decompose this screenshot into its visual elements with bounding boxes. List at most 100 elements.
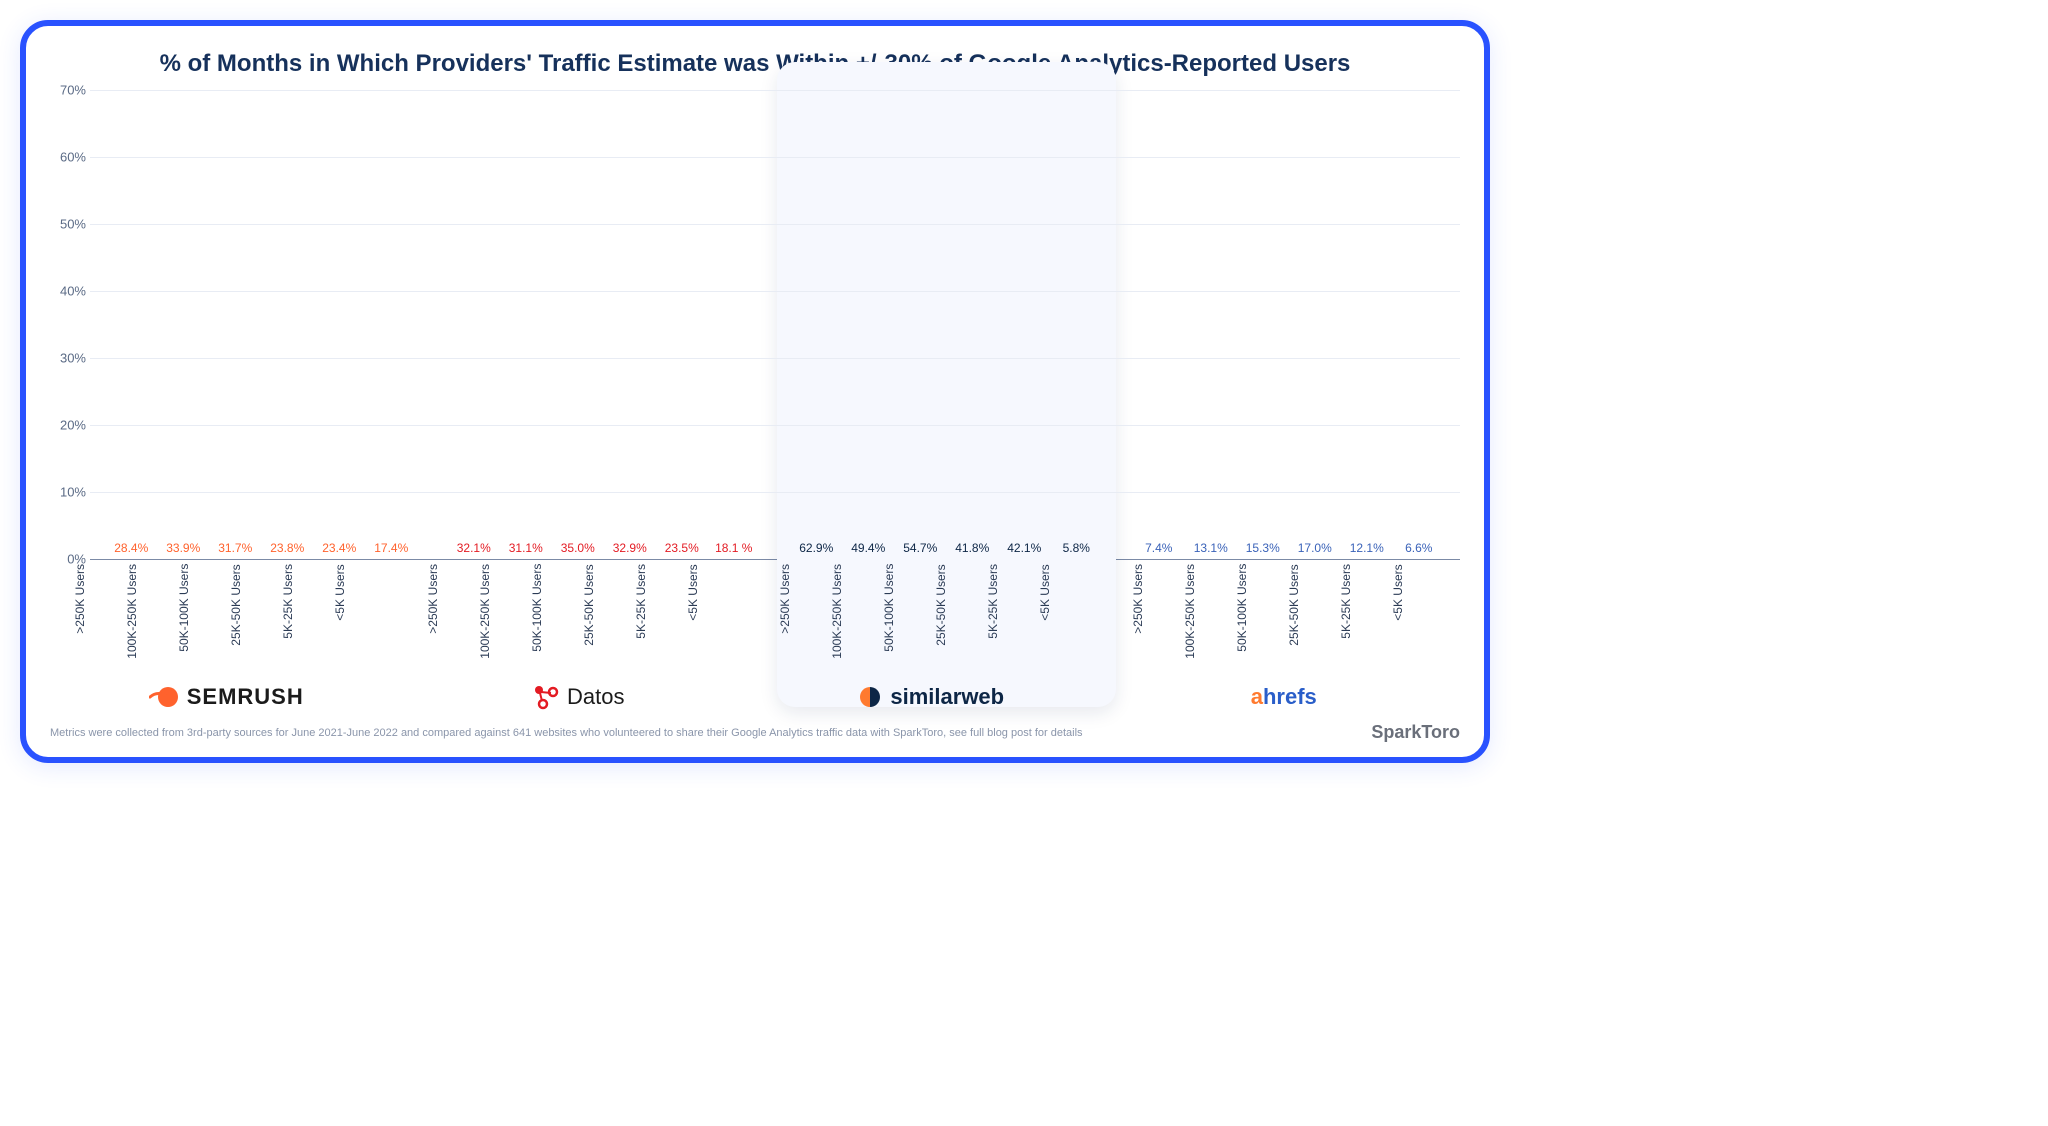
category-label-group: >250K Users100K-250K Users50K-100K Users… [1108,564,1461,659]
category-label: 5K-25K Users [1339,564,1385,659]
gridline [90,358,1460,359]
bar: 42.1% [1001,541,1047,559]
bar: 18.1 % [711,541,757,559]
bar: 5.8% [1053,541,1099,559]
bar-groups: 28.4% 33.9% 31.7% 23.8% 23.4% 17.4% 32.1% 31.1%… [90,90,1460,559]
category-label: 25K-50K Users [1287,564,1333,659]
bar: 49.4% [845,541,891,559]
bar-value-label: 23.4% [322,541,356,555]
bar-value-label: 41.8% [955,541,989,555]
datos-icon [533,684,559,710]
category-label: <5K Users [686,564,732,659]
y-axis-label: 30% [50,351,86,366]
bar-value-label: 7.4% [1145,541,1172,555]
bar: 13.1% [1188,541,1234,559]
gridline [90,291,1460,292]
category-label: 25K-50K Users [229,564,275,659]
bar: 12.1% [1344,541,1390,559]
category-label: 100K-250K Users [1183,564,1229,659]
bar-value-label: 12.1% [1350,541,1384,555]
bar-group: 62.9% 49.4% 54.7% 41.8% 42.1% 5.8% [775,90,1118,559]
footnote-text: Metrics were collected from 3rd-party so… [50,727,1351,739]
bar: 62.9% [793,541,839,559]
provider-label: similarweb [755,684,1108,710]
category-label: 50K-100K Users [1235,564,1281,659]
bar: 31.7% [212,541,258,559]
bar-value-label: 17.4% [374,541,408,555]
bar: 7.4% [1136,541,1182,559]
bar-value-label: 6.6% [1405,541,1432,555]
bar: 23.4% [316,541,362,559]
gridline [90,157,1460,158]
bar: 17.0% [1292,541,1338,559]
chart-frame: % of Months in Which Providers' Traffic … [20,20,1490,763]
bar-value-label: 32.9% [613,541,647,555]
attribution-label: SparkToro [1371,722,1460,743]
category-label: 50K-100K Users [530,564,576,659]
category-label: >250K Users [426,564,472,659]
similarweb-icon [858,685,882,709]
provider-labels-row: SEMRUSH Datos similarweb ahrefs [50,684,1460,710]
y-axis-label: 20% [50,418,86,433]
bar-value-label: 42.1% [1007,541,1041,555]
footer: Metrics were collected from 3rd-party so… [50,722,1460,743]
y-axis-label: 60% [50,150,86,165]
bar: 33.9% [160,541,206,559]
category-label: >250K Users [778,564,824,659]
provider-name: SEMRUSH [187,684,304,710]
category-labels-row: >250K Users100K-250K Users50K-100K Users… [50,564,1460,659]
category-label: 25K-50K Users [582,564,628,659]
bar-value-label: 35.0% [561,541,595,555]
bar: 28.4% [108,541,154,559]
gridline [90,224,1460,225]
y-axis-label: 50% [50,217,86,232]
bar-group: 7.4% 13.1% 15.3% 17.0% 12.1% 6.6% [1118,90,1461,559]
bar: 17.4% [368,541,414,559]
bar: 41.8% [949,541,995,559]
gridline [90,425,1460,426]
bar-value-label: 28.4% [114,541,148,555]
y-axis-label: 10% [50,485,86,500]
category-label: 25K-50K Users [934,564,980,659]
bar-value-label: 13.1% [1194,541,1228,555]
bar: 23.5% [659,541,705,559]
bar-value-label: 31.1% [509,541,543,555]
bar: 54.7% [897,541,943,559]
bar: 15.3% [1240,541,1286,559]
provider-label: ahrefs [1108,684,1461,710]
category-label: 50K-100K Users [882,564,928,659]
bar: 32.1% [451,541,497,559]
gridline [90,492,1460,493]
bar-value-label: 17.0% [1298,541,1332,555]
bar-value-label: 23.5% [665,541,699,555]
category-label: 100K-250K Users [478,564,524,659]
category-label: 50K-100K Users [177,564,223,659]
bar-value-label: 5.8% [1063,541,1090,555]
category-label: <5K Users [333,564,379,659]
bar-value-label: 49.4% [851,541,885,555]
category-label: >250K Users [73,564,119,659]
chart-area: 28.4% 33.9% 31.7% 23.8% 23.4% 17.4% 32.1% 31.1%… [50,90,1460,710]
provider-name: ahrefs [1251,684,1317,710]
category-label: <5K Users [1391,564,1437,659]
provider-name: Datos [567,684,624,710]
bar-group: 32.1% 31.1% 35.0% 32.9% 23.5% 18.1 % [433,90,776,559]
category-label: 5K-25K Users [986,564,1032,659]
provider-label: SEMRUSH [50,684,403,710]
provider-name: similarweb [890,684,1004,710]
semrush-icon [149,686,179,708]
bar: 32.9% [607,541,653,559]
category-label-group: >250K Users100K-250K Users50K-100K Users… [403,564,756,659]
provider-label: Datos [403,684,756,710]
bar-value-label: 18.1 % [715,541,752,555]
chart-title: % of Months in Which Providers' Traffic … [50,50,1460,78]
category-label: 100K-250K Users [125,564,171,659]
category-label: 100K-250K Users [830,564,876,659]
bar-value-label: 62.9% [799,541,833,555]
y-axis-label: 40% [50,284,86,299]
y-axis-label: 70% [50,83,86,98]
bar: 23.8% [264,541,310,559]
category-label-group: >250K Users100K-250K Users50K-100K Users… [755,564,1108,659]
bar-value-label: 23.8% [270,541,304,555]
bar: 31.1% [503,541,549,559]
